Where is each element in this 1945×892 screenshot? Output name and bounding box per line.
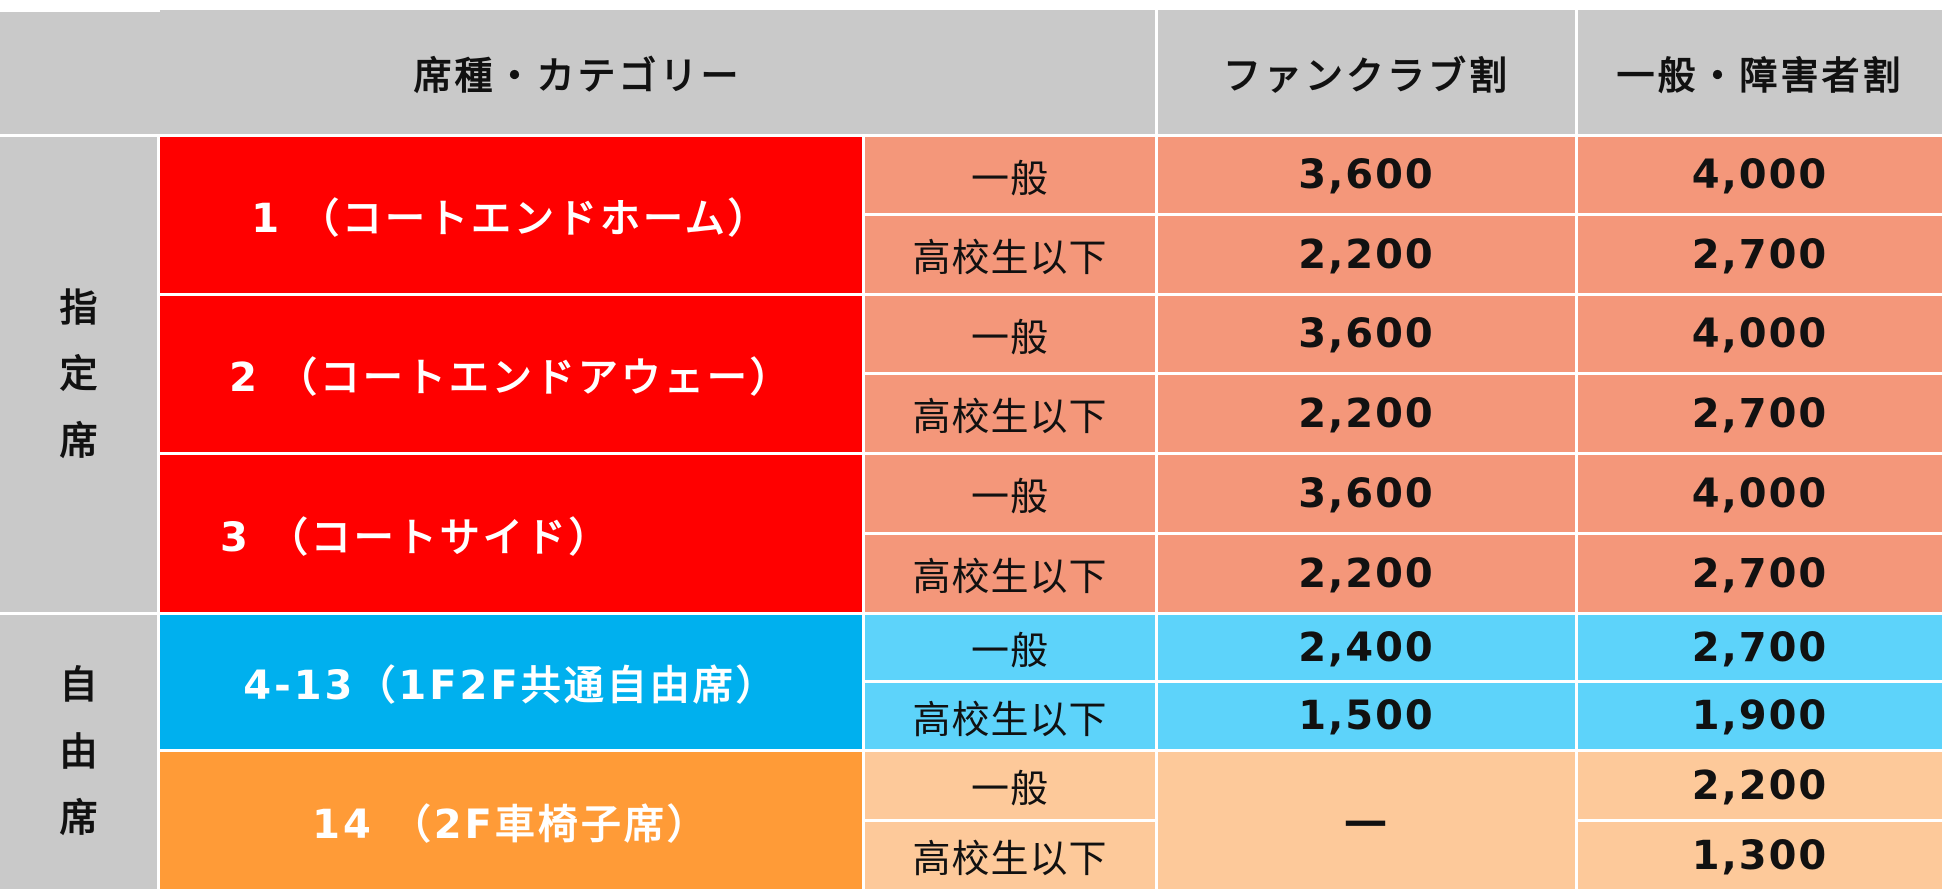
ticket-type: 高校生以下 <box>865 535 1158 615</box>
seat-name: 14 （2F車椅子席） <box>160 752 865 892</box>
fanclub-price: 2,200 <box>1158 535 1578 615</box>
fanclub-price: 3,600 <box>1158 137 1578 216</box>
fanclub-price: 1,500 <box>1158 683 1578 752</box>
general-price: 2,700 <box>1578 615 1945 683</box>
general-price: 2,700 <box>1578 216 1945 296</box>
general-price: 2,700 <box>1578 375 1945 455</box>
general-price: 1,900 <box>1578 683 1945 752</box>
header-category: 席種・カテゴリー <box>0 10 1158 137</box>
ticket-type: 一般 <box>865 455 1158 535</box>
fanclub-price-none: － <box>1158 752 1578 892</box>
fanclub-price: 3,600 <box>1158 455 1578 535</box>
general-price: 2,700 <box>1578 535 1945 615</box>
seat-name: 1 （コートエンドホーム） <box>160 137 865 296</box>
ticket-type: 高校生以下 <box>865 822 1158 892</box>
ticket-type: 一般 <box>865 752 1158 822</box>
fanclub-price: 3,600 <box>1158 296 1578 375</box>
ticket-type: 一般 <box>865 137 1158 216</box>
general-price: 2,200 <box>1578 752 1945 822</box>
general-price: 4,000 <box>1578 455 1945 535</box>
general-price: 4,000 <box>1578 137 1945 216</box>
fanclub-price: 2,200 <box>1158 375 1578 455</box>
ticket-type: 高校生以下 <box>865 216 1158 296</box>
group-free-label: 自 由 席 <box>0 615 160 892</box>
seat-name: 3 （コートサイド） <box>160 455 865 615</box>
general-price: 4,000 <box>1578 296 1945 375</box>
ticket-type: 一般 <box>865 296 1158 375</box>
seat-name: 2 （コートエンドアウェー） <box>160 296 865 455</box>
header-general: 一般・障害者割 <box>1578 10 1945 137</box>
ticket-type: 高校生以下 <box>865 375 1158 455</box>
header-fanclub: ファンクラブ割 <box>1158 10 1578 137</box>
ticket-type: 高校生以下 <box>865 683 1158 752</box>
fanclub-price: 2,200 <box>1158 216 1578 296</box>
ticket-type: 一般 <box>865 615 1158 683</box>
general-price: 1,300 <box>1578 822 1945 892</box>
group-reserved-label: 指 定 席 <box>0 137 160 615</box>
corner-gap <box>0 0 160 12</box>
seat-name: 4-13（1F2F共通自由席） <box>160 615 865 752</box>
fanclub-price: 2,400 <box>1158 615 1578 683</box>
